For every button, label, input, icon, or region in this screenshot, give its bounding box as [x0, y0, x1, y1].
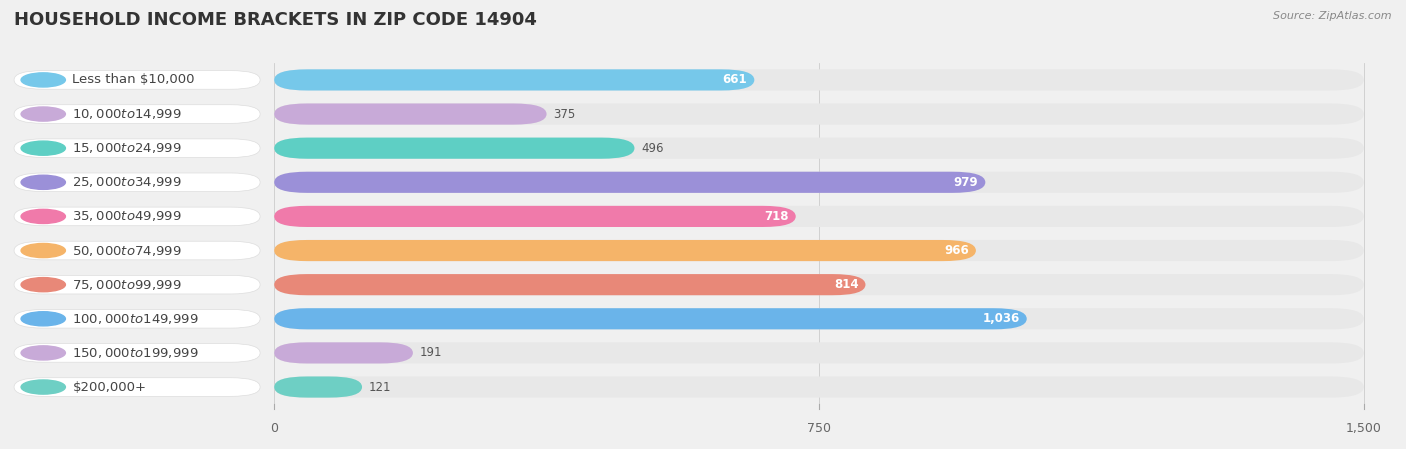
Text: 750: 750	[807, 422, 831, 435]
Text: $100,000 to $149,999: $100,000 to $149,999	[73, 312, 200, 326]
Text: 191: 191	[420, 347, 443, 359]
Text: Less than $10,000: Less than $10,000	[73, 74, 195, 86]
Text: $50,000 to $74,999: $50,000 to $74,999	[73, 243, 183, 258]
Text: 814: 814	[834, 278, 859, 291]
Text: $150,000 to $199,999: $150,000 to $199,999	[73, 346, 200, 360]
Text: Source: ZipAtlas.com: Source: ZipAtlas.com	[1274, 11, 1392, 21]
Text: $25,000 to $34,999: $25,000 to $34,999	[73, 175, 183, 189]
Text: 966: 966	[943, 244, 969, 257]
Text: 1,500: 1,500	[1346, 422, 1382, 435]
Text: HOUSEHOLD INCOME BRACKETS IN ZIP CODE 14904: HOUSEHOLD INCOME BRACKETS IN ZIP CODE 14…	[14, 11, 537, 29]
Text: 718: 718	[765, 210, 789, 223]
Text: $15,000 to $24,999: $15,000 to $24,999	[73, 141, 183, 155]
Text: $35,000 to $49,999: $35,000 to $49,999	[73, 209, 183, 224]
Text: 661: 661	[723, 74, 748, 86]
Text: 496: 496	[641, 142, 664, 154]
Text: $75,000 to $99,999: $75,000 to $99,999	[73, 277, 183, 292]
Text: 375: 375	[554, 108, 576, 120]
Text: $10,000 to $14,999: $10,000 to $14,999	[73, 107, 183, 121]
Text: $200,000+: $200,000+	[73, 381, 146, 393]
Text: 0: 0	[270, 422, 278, 435]
Text: 1,036: 1,036	[983, 313, 1019, 325]
Text: 121: 121	[370, 381, 392, 393]
Text: 979: 979	[953, 176, 979, 189]
